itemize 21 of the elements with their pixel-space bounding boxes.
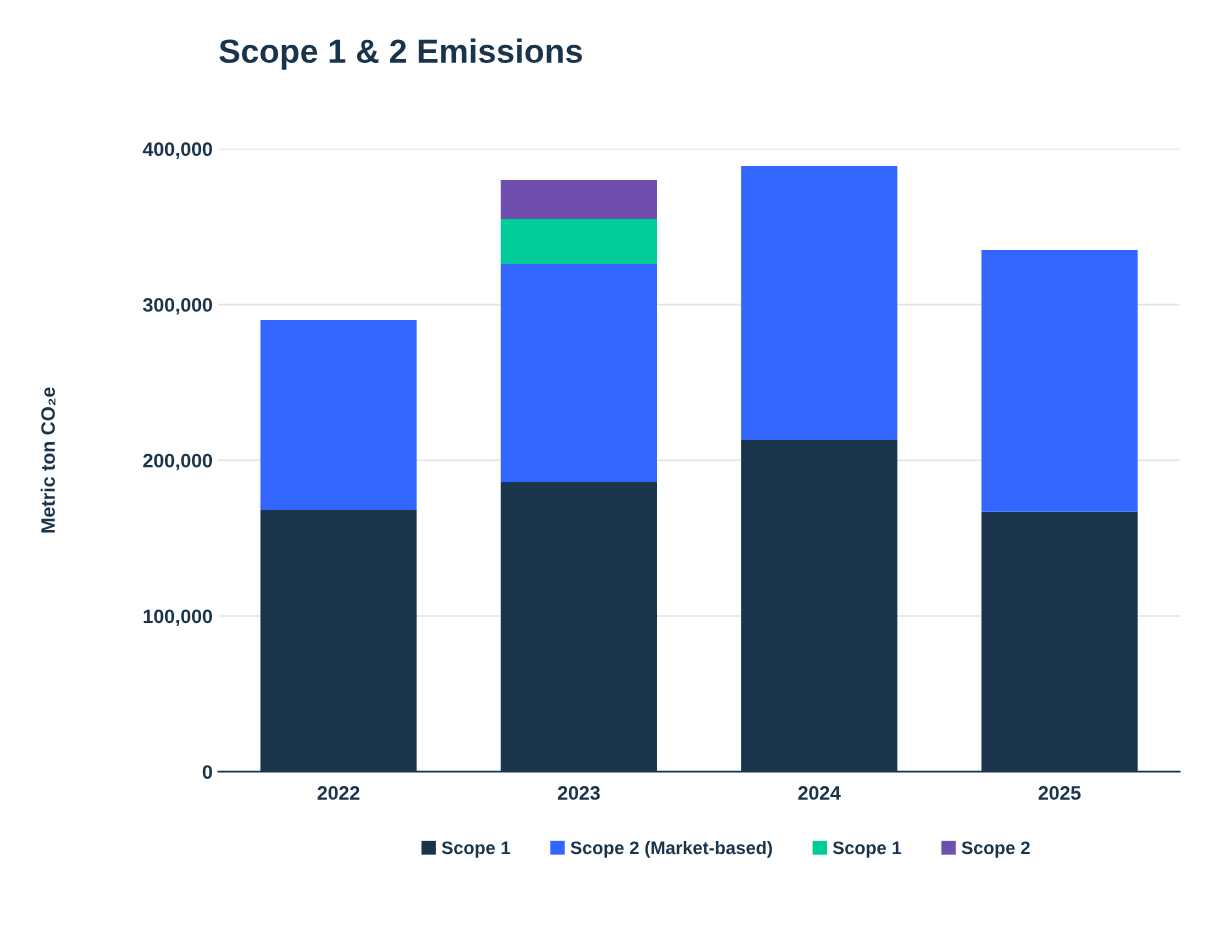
- bar: [741, 165, 898, 441]
- legend-label: Scope 1: [832, 841, 902, 858]
- chart-title: Scope 1 & 2 Emissions: [219, 38, 582, 70]
- y-tick-label: 200,000: [143, 453, 213, 471]
- x-tick-label: 2023: [557, 786, 600, 800]
- x-tick-label: 2025: [1038, 786, 1081, 800]
- x-tick-label: 2022: [317, 786, 360, 800]
- y-tick-label: 300,000: [142, 298, 213, 315]
- x-tick-label: 2024: [798, 786, 841, 800]
- y-tick-label: 0: [202, 765, 213, 779]
- bar: [500, 264, 657, 483]
- legend-label: Scope 2: [961, 841, 1030, 858]
- bar: [260, 320, 417, 511]
- y-tick-label: 400,000: [142, 142, 213, 159]
- bar: [500, 218, 657, 265]
- y-tick-label: 100,000: [143, 609, 213, 627]
- bar: [981, 250, 1138, 512]
- legend-label: Scope 2 (Market-based): [570, 840, 772, 858]
- y-axis-title: Metric ton CO₂e: [40, 387, 56, 533]
- bar: [500, 179, 657, 219]
- legend-label: Scope 1: [441, 841, 511, 858]
